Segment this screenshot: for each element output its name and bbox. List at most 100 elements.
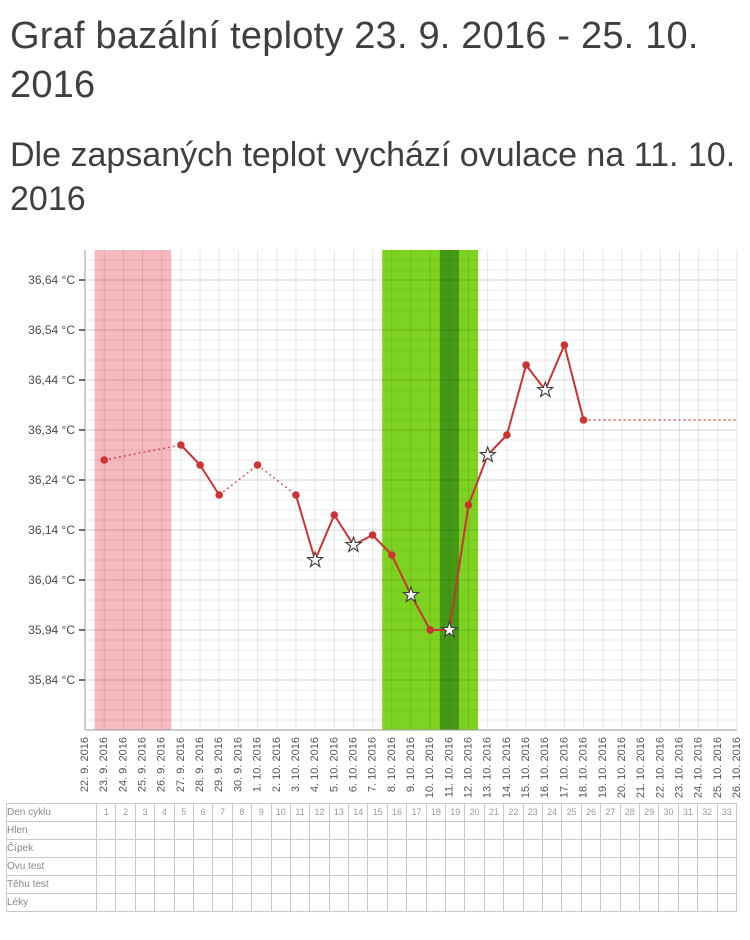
table-row: Těhu test [6,874,737,894]
day-cell [173,856,194,876]
day-cell: 27 [600,802,621,822]
dot-marker [100,455,108,464]
day-cell [522,856,543,876]
day-cell [367,892,388,912]
day-cell [677,820,699,840]
day-cell: 21 [483,802,505,822]
day-cell [289,838,311,858]
day-cell [464,856,485,876]
day-cell: 16 [386,802,408,822]
y-tick-label: 36,24 °C [28,473,75,487]
day-cell: 11 [289,802,311,822]
day-cell [619,856,640,876]
day-cell: 9 [251,802,272,822]
dot-marker [388,550,396,559]
day-cell [619,874,640,894]
day-cell [503,820,524,840]
day-cell [600,892,621,912]
day-cell: 18 [425,802,447,822]
y-tick-label: 36,14 °C [28,523,75,537]
table-row: Den cyklu 1 2 3 4 5 6 7 8 9 10 11 12 13 14 15 16 17 18 19 20… [6,802,737,822]
day-cell [115,856,136,876]
page-subtitle: Dle zapsaných teplot vychází ovulace na … [10,136,736,219]
day-cell [309,892,330,912]
day-cell [638,820,660,840]
header: Graf bazální teploty 23. 9. 2016 - 25. 1… [0,0,750,222]
day-cell [309,820,330,840]
day-cell [309,856,330,876]
day-cell [406,892,427,912]
day-cell: 17 [406,802,427,822]
day-cell [212,856,233,876]
day-cell [503,856,524,876]
day-cell [580,892,602,912]
day-cell [367,856,388,876]
day-cell: 14 [348,802,369,822]
day-cell [697,820,718,840]
y-tick-label: 35,94 °C [28,623,75,637]
day-cell [95,820,117,840]
x-tick-label: 24. 9. 2016 [117,737,129,792]
day-cell [386,874,408,894]
day-cell [95,892,117,912]
day-cell [386,856,408,876]
x-tick-label: 25. 9. 2016 [137,737,149,792]
day-cell [541,856,563,876]
day-cell [173,838,194,858]
day-cell [445,874,466,894]
day-cell [619,892,640,912]
dot-marker [464,500,473,509]
day-cell [348,856,369,876]
day-cell [445,820,466,840]
day-cell [95,874,117,894]
day-cell [154,856,175,876]
day-cell [445,892,466,912]
day-cell: 26 [580,802,602,822]
day-cell [600,874,621,894]
x-tick-label: 24. 10. 2016 [693,737,705,798]
day-cell [697,874,718,894]
day-cell [580,838,602,858]
x-tick-label: 2. 10. 2016 [271,737,283,792]
x-tick-label: 12. 10. 2016 [463,737,475,798]
day-cell [134,838,156,858]
day-cell [270,892,291,912]
day-cell [212,820,233,840]
x-tick-label: 23. 9. 2016 [98,737,110,792]
table-row: Hlen [6,820,737,840]
y-tick-label: 36,64 °C [28,273,75,287]
day-cell [561,838,582,858]
day-cell [386,820,408,840]
day-cell [251,820,272,840]
dot-marker [215,490,223,499]
x-tick-label: 6. 10. 2016 [348,737,360,792]
day-cell [677,892,699,912]
day-cell [580,856,602,876]
day-cell [541,874,563,894]
star-marker [401,584,421,603]
markers [100,340,588,638]
day-cell [425,892,447,912]
shaded-regions [94,249,479,730]
y-tick-label: 36,04 °C [28,573,75,587]
day-cell [697,892,718,912]
day-cell [115,838,136,858]
day-cell [483,820,505,840]
day-cell: 23 [522,802,543,822]
day-cell [677,856,699,876]
row-label: Den cyklu [6,802,97,822]
day-cell [367,820,388,840]
day-cell: 12 [309,802,330,822]
x-tick-label: 10. 10. 2016 [424,737,436,798]
day-cell [716,856,737,876]
x-tick-label: 30. 9. 2016 [232,737,244,792]
day-cell [192,874,214,894]
x-tick-label: 19. 10. 2016 [597,737,609,798]
day-cell [580,820,602,840]
x-tick-label: 14. 10. 2016 [501,737,513,798]
day-cell [445,856,466,876]
x-tick-label: 3. 10. 2016 [290,737,302,792]
day-cell [406,874,427,894]
day-cell: 13 [328,802,350,822]
day-cell [425,838,447,858]
